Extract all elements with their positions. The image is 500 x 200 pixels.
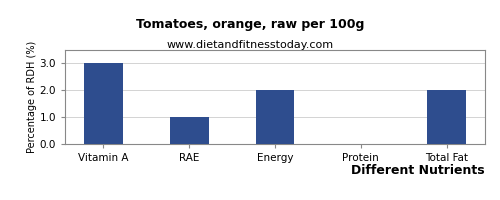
Bar xyxy=(170,117,208,144)
X-axis label: Different Nutrients: Different Nutrients xyxy=(352,164,485,177)
Y-axis label: Percentage of RDH (%): Percentage of RDH (%) xyxy=(26,41,36,153)
Bar xyxy=(428,90,466,144)
Text: Tomatoes, orange, raw per 100g: Tomatoes, orange, raw per 100g xyxy=(136,18,364,31)
Bar xyxy=(256,90,294,144)
Bar xyxy=(84,63,122,144)
Text: www.dietandfitnesstoday.com: www.dietandfitnesstoday.com xyxy=(166,40,334,50)
